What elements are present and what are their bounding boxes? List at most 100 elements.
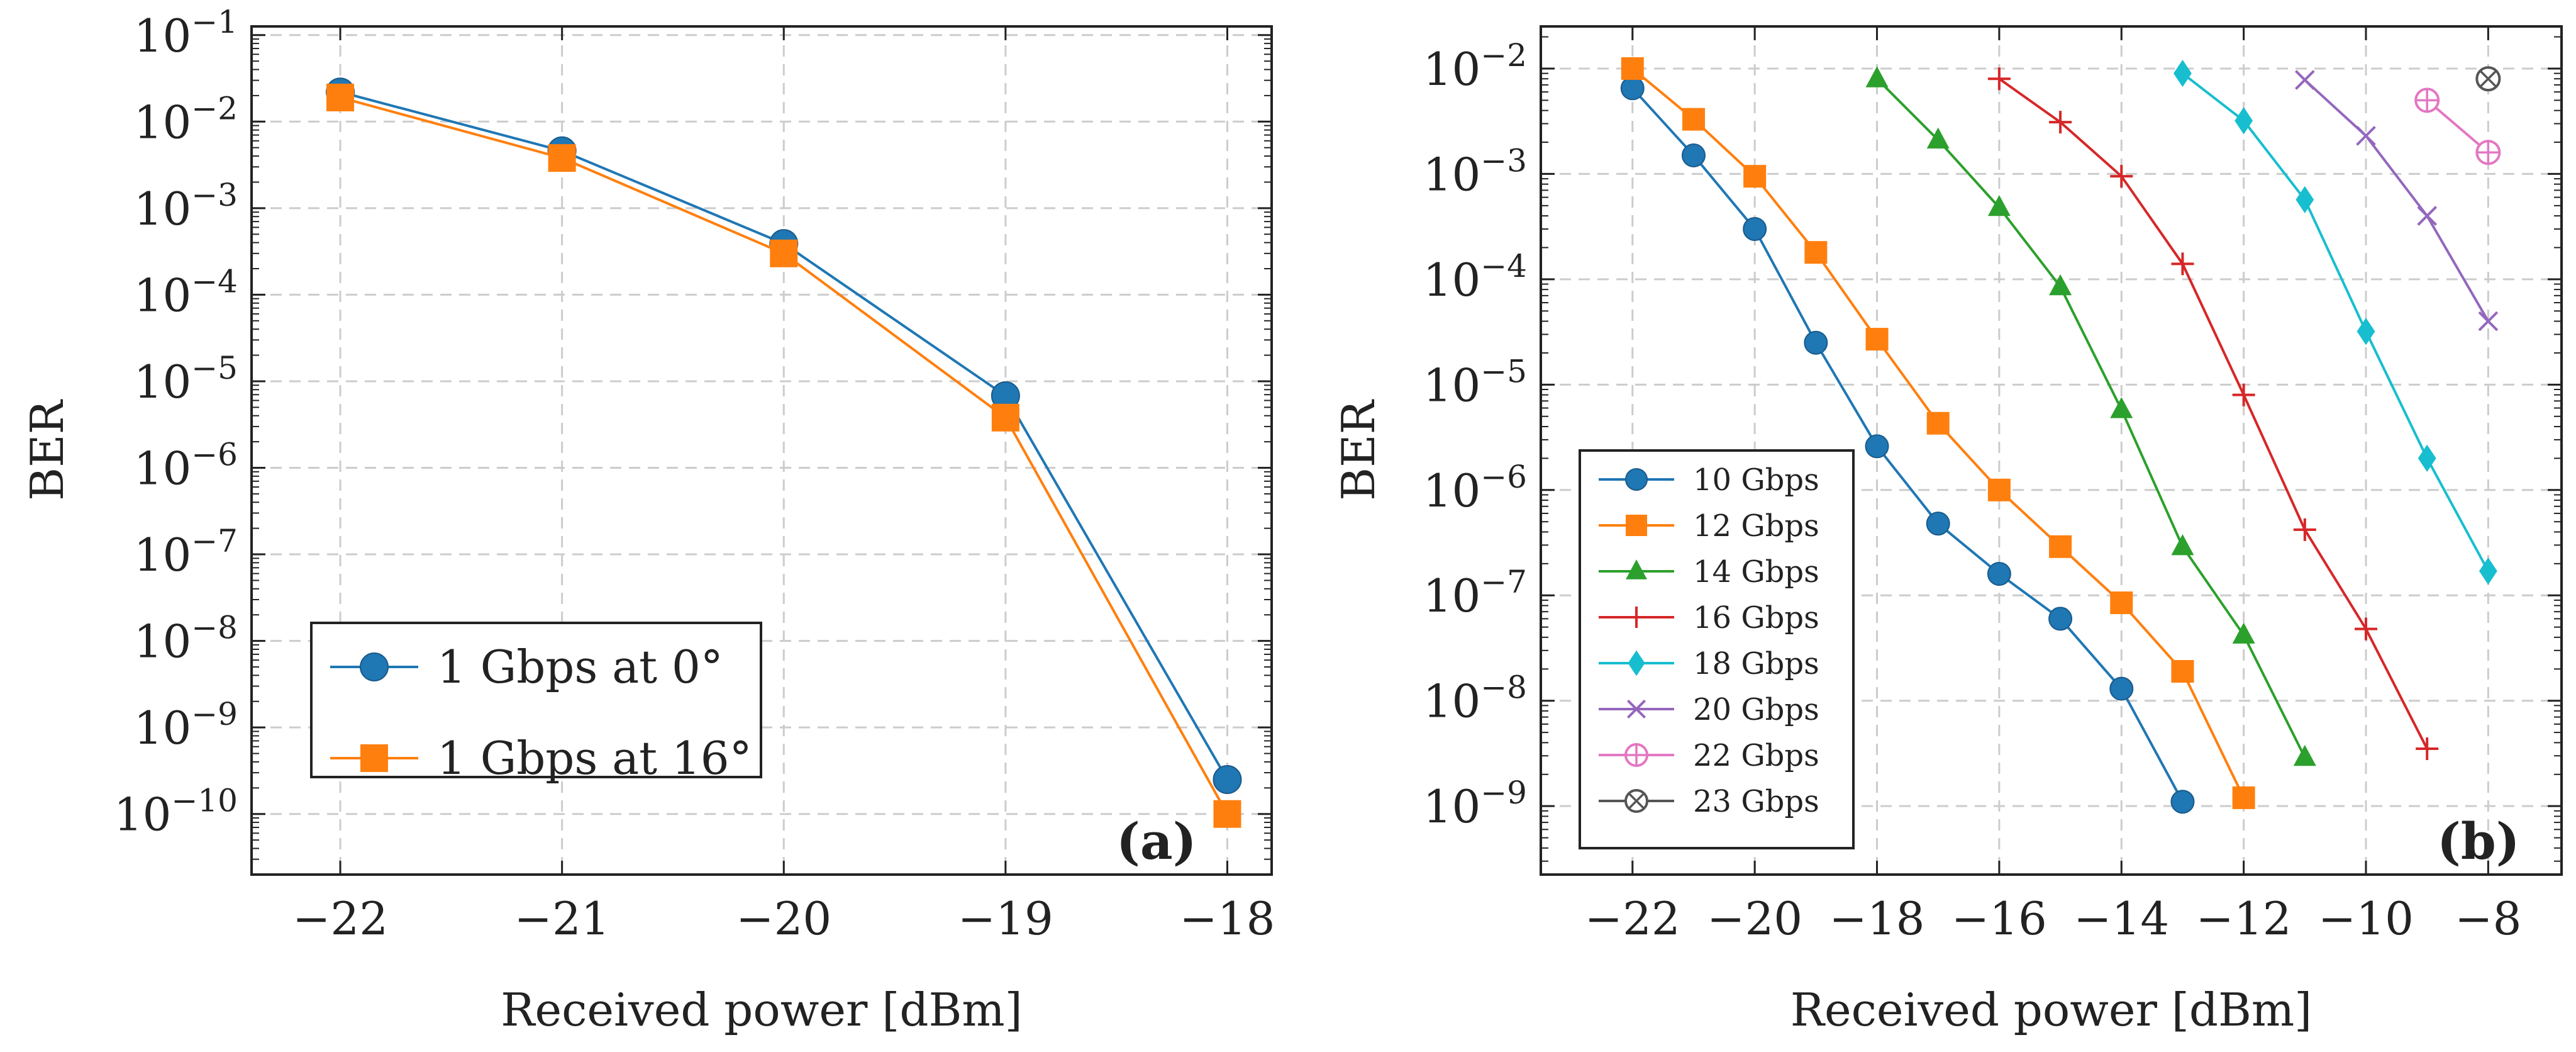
series-line	[2304, 79, 2490, 322]
data-point	[2170, 790, 2195, 814]
x-tick-label: −8	[2455, 892, 2521, 945]
data-point	[2232, 786, 2255, 809]
x-tick-label: −14	[2074, 892, 2169, 945]
data-point	[1620, 76, 1645, 101]
legend-marker	[1624, 789, 1648, 813]
legend-label: 23 Gbps	[1693, 784, 1819, 819]
y-tick-label: 10−4	[134, 263, 238, 322]
x-axis-title: Received power [dBm]	[1790, 983, 2312, 1036]
data-point	[1987, 67, 2011, 91]
legend-marker	[1628, 650, 1645, 676]
data-point	[2171, 660, 2194, 683]
data-point	[2293, 518, 2316, 541]
x-tick-label: −12	[2196, 892, 2292, 945]
data-point	[2110, 591, 2133, 615]
plot-frame	[1540, 25, 2563, 876]
series-22-gbps	[2414, 87, 2501, 165]
data-point	[1681, 143, 1706, 167]
legend-box	[1579, 449, 1855, 849]
data-point	[2171, 252, 2194, 276]
data-point	[1926, 127, 1950, 148]
legend-label: 18 Gbps	[1693, 646, 1819, 681]
data-point	[1804, 241, 1828, 264]
series-14-gbps	[1865, 66, 2316, 766]
panel-label: (b)	[2437, 812, 2520, 871]
series-line	[1876, 77, 2306, 758]
series-10-gbps	[1620, 76, 2195, 814]
data-point	[2475, 66, 2501, 92]
data-point	[2418, 444, 2436, 472]
legend-label: 20 Gbps	[1693, 692, 1819, 727]
data-point	[1865, 66, 1889, 87]
series-line	[1998, 77, 2428, 749]
series-1-gbps-at-16-	[326, 83, 1241, 828]
x-tick-label: −22	[292, 892, 388, 945]
data-point	[1743, 165, 1767, 188]
data-point	[1987, 478, 2011, 501]
data-point	[1213, 764, 1242, 794]
data-point	[2295, 70, 2315, 90]
data-point	[2232, 622, 2255, 644]
data-point	[1926, 411, 1950, 435]
legend-entry: 23 Gbps	[1599, 784, 1819, 819]
y-tick-label: 10−8	[1423, 669, 1527, 728]
y-tick-label: 10−7	[134, 523, 238, 581]
data-point	[1865, 328, 1889, 351]
data-point	[2232, 383, 2255, 406]
y-tick-label: 10−7	[1423, 564, 1527, 622]
data-point	[2171, 534, 2194, 556]
data-point	[326, 83, 355, 111]
legend-label: 1 Gbps at 0°	[437, 641, 723, 693]
data-point	[2110, 397, 2133, 418]
x-axis-title: Received power [dBm]	[501, 983, 1022, 1036]
chart-panel-b: −22 −20 −18 −16 −14 −12 −10 −8 10−9 10−8 10−7 10−6 1…	[1332, 25, 2563, 1036]
x-tick-label: −21	[514, 892, 610, 945]
y-axis-title: BER	[1332, 399, 1385, 500]
series-20-gbps	[2295, 70, 2499, 332]
data-point	[1987, 562, 2011, 586]
data-point	[2357, 318, 2375, 345]
data-point	[1682, 108, 1705, 131]
x-tick-label: −19	[958, 892, 1053, 945]
data-point	[2293, 744, 2316, 766]
legend-entry: 1 Gbps at 16°	[330, 732, 752, 785]
data-point	[1804, 330, 1828, 355]
legend-marker	[360, 652, 389, 681]
y-tick-label: 10−3	[134, 177, 238, 235]
data-point	[2109, 676, 2134, 701]
data-point	[1987, 195, 2011, 216]
series-line	[1631, 87, 2184, 803]
y-tick-label: 10−3	[1423, 142, 1527, 201]
data-point	[991, 403, 1019, 432]
y-tick-label: 10−10	[114, 783, 238, 841]
data-point	[1621, 57, 1644, 80]
series-line	[2182, 72, 2490, 572]
legend-label: 14 Gbps	[1693, 554, 1819, 590]
data-point	[1213, 800, 1241, 828]
x-tick-label: −20	[1707, 892, 1802, 945]
y-tick-label: 10−9	[134, 696, 238, 754]
y-tick-label: 10−6	[134, 437, 238, 495]
y-tick-label: 10−6	[1423, 459, 1527, 517]
y-tick-label: 10−2	[1423, 37, 1527, 96]
legend-marker	[1626, 699, 1646, 719]
plot-frame	[250, 25, 1273, 876]
series-12-gbps	[1621, 57, 2255, 809]
data-point	[2356, 126, 2376, 146]
legend-label: 22 Gbps	[1693, 738, 1819, 773]
data-point	[770, 239, 798, 267]
x-tick-label: −18	[1829, 892, 1925, 945]
legend-entry: 20 Gbps	[1599, 692, 1819, 727]
y-tick-label: 10−8	[134, 610, 238, 668]
data-point	[2417, 206, 2438, 226]
legend-entry: 16 Gbps	[1599, 600, 1819, 635]
panel-label: (a)	[1116, 812, 1197, 871]
data-point	[1743, 216, 1767, 241]
data-point	[2475, 140, 2501, 165]
legend-label: 16 Gbps	[1693, 600, 1819, 635]
data-point	[2355, 617, 2378, 641]
data-point	[2110, 165, 2133, 188]
y-tick-label: 10−2	[134, 90, 238, 148]
data-point	[1926, 512, 1950, 536]
y-tick-label: 10−1	[134, 4, 238, 62]
